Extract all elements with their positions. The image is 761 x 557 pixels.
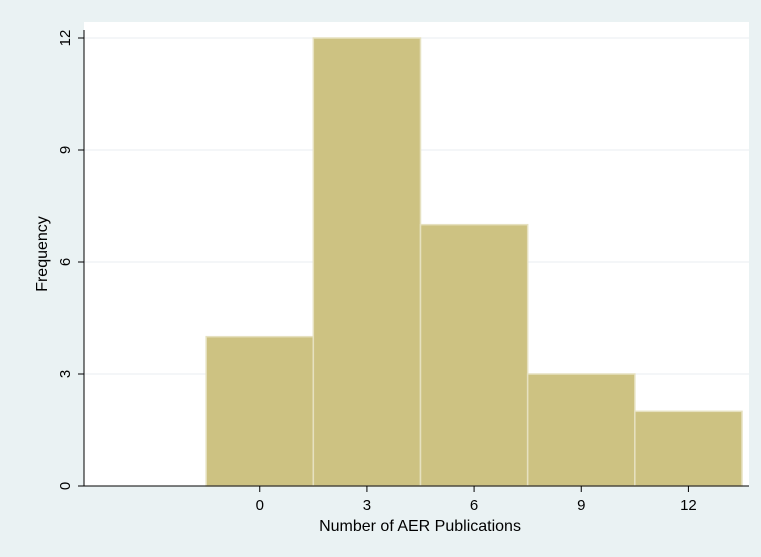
x-axis-title: Number of AER Publications xyxy=(319,518,521,535)
y-tick-label: 12 xyxy=(57,30,74,47)
y-axis-title: Frequency xyxy=(34,216,51,292)
y-tick-label: 0 xyxy=(57,482,74,490)
histogram-bar xyxy=(205,335,315,487)
x-tick-label: 0 xyxy=(256,497,264,514)
x-tick-labels: 0 3 6 9 12 xyxy=(256,497,697,514)
y-tick-labels: 0 3 6 9 12 xyxy=(57,30,74,491)
histogram-bar xyxy=(419,223,529,487)
x-tick-label: 6 xyxy=(470,497,478,514)
x-tick-label: 12 xyxy=(680,497,697,514)
x-tick-label: 9 xyxy=(577,497,585,514)
axes xyxy=(78,30,749,492)
histogram-bar xyxy=(312,37,422,487)
y-tick-label: 6 xyxy=(57,258,74,266)
histogram-bar xyxy=(526,373,636,487)
histogram-bar xyxy=(634,410,743,487)
x-tick-label: 3 xyxy=(363,497,371,514)
y-tick-label: 9 xyxy=(57,146,74,154)
y-tick-label: 3 xyxy=(57,370,74,378)
